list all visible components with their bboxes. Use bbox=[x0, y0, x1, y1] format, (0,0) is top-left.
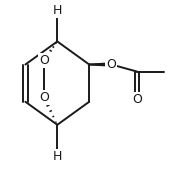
Text: H: H bbox=[53, 4, 62, 17]
Text: O: O bbox=[106, 58, 116, 71]
Text: O: O bbox=[132, 93, 142, 106]
Polygon shape bbox=[89, 64, 111, 65]
Polygon shape bbox=[89, 63, 111, 66]
Text: O: O bbox=[39, 54, 49, 67]
Text: H: H bbox=[53, 150, 62, 163]
Text: O: O bbox=[39, 91, 49, 104]
